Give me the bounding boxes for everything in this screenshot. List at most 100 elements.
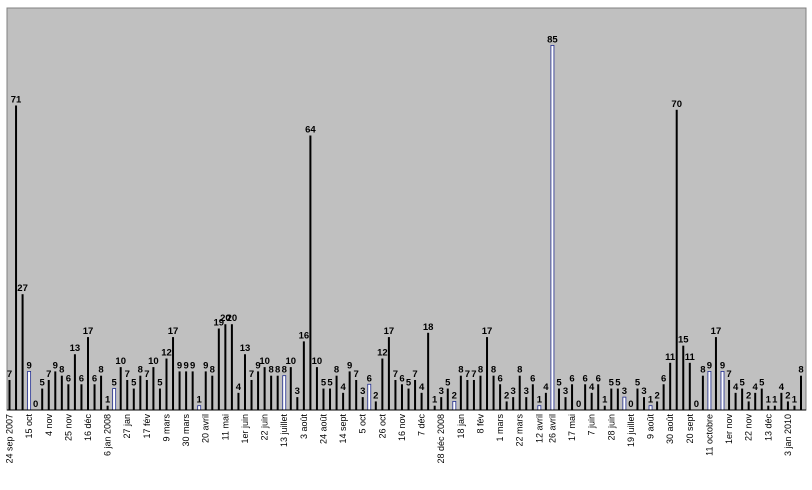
data-label: 16	[299, 330, 310, 341]
bar	[452, 401, 457, 411]
data-label: 5	[739, 378, 745, 389]
x-tick-label: 6 jan 2008	[103, 414, 113, 456]
bar	[459, 375, 462, 410]
x-tick-label: 20 avril	[201, 414, 211, 443]
bar	[329, 388, 332, 410]
data-label: 8	[210, 365, 215, 376]
x-tick-label: 8 fév	[475, 414, 485, 434]
bar	[400, 384, 403, 410]
bar	[643, 397, 646, 410]
x-tick-label: 16 nov	[397, 414, 407, 442]
data-label: 2	[785, 390, 790, 401]
bar	[257, 371, 260, 410]
x-tick-label: 22 juin	[260, 414, 270, 441]
bar	[276, 375, 279, 410]
data-label: 17	[168, 326, 179, 337]
data-label: 7	[726, 369, 731, 380]
data-label: 4	[753, 382, 759, 393]
data-label: 9	[255, 360, 260, 371]
data-label: 8	[491, 365, 496, 376]
bar	[754, 392, 757, 410]
bar	[243, 354, 246, 410]
data-label: 17	[384, 326, 395, 337]
bar	[707, 370, 712, 411]
data-label: 5	[157, 378, 163, 389]
bar	[440, 397, 443, 410]
data-label: 3	[511, 386, 516, 397]
data-label: 5	[445, 378, 451, 389]
x-tick-label: 17 mai	[567, 414, 577, 441]
bar	[139, 375, 142, 410]
bar	[597, 384, 600, 410]
data-label: 9	[177, 360, 182, 371]
bar	[590, 392, 593, 410]
data-label: 1	[432, 395, 438, 406]
bar	[571, 384, 574, 410]
bar	[714, 337, 717, 410]
data-label: 10	[115, 356, 126, 367]
bar	[544, 392, 547, 410]
data-label: 17	[83, 326, 94, 337]
data-label: 6	[79, 373, 84, 384]
bar	[656, 401, 659, 410]
data-label: 17	[711, 326, 722, 337]
x-tick-label: 9 août	[646, 414, 656, 440]
data-label: 6	[66, 373, 71, 384]
data-label: 3	[622, 386, 627, 397]
bar	[361, 397, 364, 410]
bar	[499, 384, 502, 410]
bar	[427, 332, 430, 410]
bar	[230, 324, 233, 410]
data-label: 4	[419, 382, 425, 393]
data-label: 7	[412, 369, 417, 380]
x-tick-label: 18 jan	[456, 414, 466, 439]
bar	[309, 135, 312, 410]
bar	[132, 388, 135, 410]
data-label: 0	[628, 399, 633, 410]
plot-background	[6, 7, 807, 411]
data-label: 5	[759, 378, 765, 389]
bar	[158, 388, 161, 410]
bar	[786, 401, 789, 410]
data-label: 1	[105, 395, 111, 406]
bar	[564, 397, 567, 410]
x-tick-label: 20 sept	[685, 414, 695, 444]
x-tick-label: 3 août	[299, 414, 309, 440]
data-label: 4	[340, 382, 346, 393]
data-label: 9	[203, 360, 208, 371]
data-label: 5	[40, 378, 46, 389]
data-label: 9	[183, 360, 188, 371]
bar	[47, 379, 50, 410]
x-tick-label: 22 mars	[515, 414, 525, 447]
bar	[355, 379, 358, 410]
data-label: 5	[556, 378, 562, 389]
x-tick-label: 13 déc	[763, 414, 773, 442]
data-label: 1	[648, 395, 654, 406]
bar	[557, 388, 560, 410]
data-label: 10	[312, 356, 323, 367]
data-label: 4	[779, 382, 785, 393]
data-label: 13	[240, 343, 251, 354]
data-label: 5	[635, 378, 641, 389]
bar	[773, 405, 776, 410]
data-label: 8	[478, 365, 483, 376]
data-label: 8	[282, 365, 287, 376]
bar	[662, 384, 665, 410]
bar	[93, 384, 96, 410]
data-label: 15	[678, 335, 689, 346]
data-label: 3	[360, 386, 365, 397]
x-tick-label: 19 juillet	[626, 414, 636, 448]
bar	[315, 367, 318, 410]
x-tick-label: 28 déc 2008	[436, 414, 446, 464]
data-label: 19	[214, 318, 225, 329]
bar	[767, 405, 770, 410]
x-tick-label: 1 mars	[495, 414, 505, 442]
data-label: 0	[576, 399, 581, 410]
bar	[518, 375, 521, 410]
bar	[165, 358, 168, 410]
data-label: 3	[641, 386, 646, 397]
data-label: 17	[482, 326, 493, 337]
data-label: 6	[569, 373, 574, 384]
data-label: 8	[334, 365, 339, 376]
data-label: 7	[249, 369, 254, 380]
